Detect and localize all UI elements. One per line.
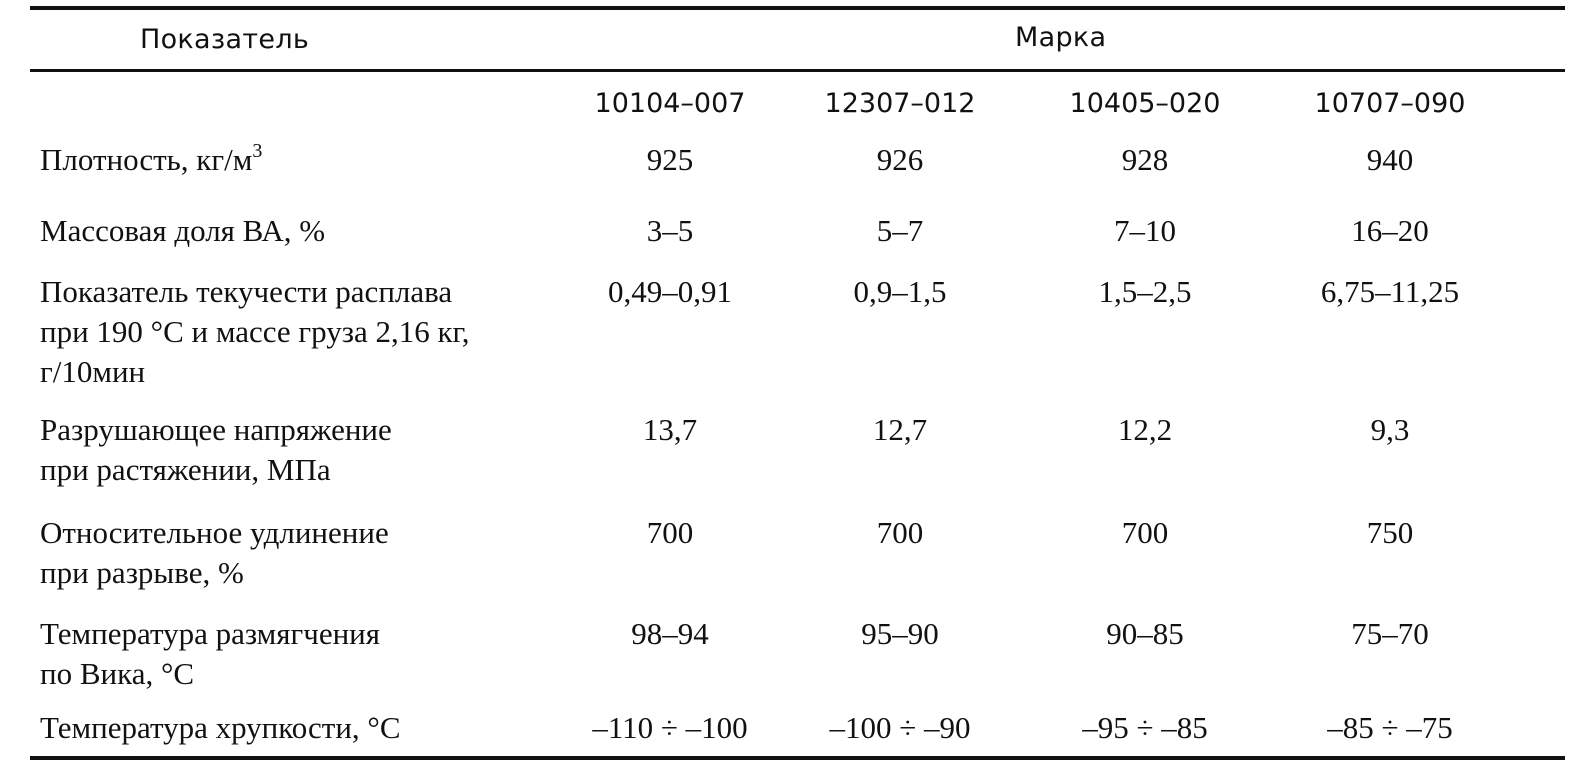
table-bottom-rule — [30, 756, 1565, 760]
table-cell: –110 ÷ –100 — [592, 710, 748, 745]
table-cell: 928 — [1121, 142, 1169, 177]
row-label-tensile-stress: Разрушающее напряжение при растяжении, М… — [40, 412, 392, 487]
table-cell: 925 — [646, 142, 694, 177]
table-cell: 3–5 — [646, 213, 694, 248]
properties-table: Показатель Марка 10104–007 12307–012 104… — [30, 6, 1565, 764]
header-parameter: Показатель — [140, 24, 310, 55]
grade-header-2: 12307–012 — [824, 88, 976, 119]
table-cell: 0,49–0,91 — [608, 274, 732, 309]
table-cell: 7–10 — [1114, 213, 1176, 248]
table-cell: –85 ÷ –75 — [1327, 710, 1453, 745]
table-cell: 1,5–2,5 — [1098, 274, 1192, 309]
row-label-va-fraction: Массовая доля ВА, % — [40, 213, 326, 248]
header-grade: Марка — [1015, 22, 1107, 53]
table-cell: 75–70 — [1351, 616, 1429, 651]
table-cell: 0,9–1,5 — [853, 274, 947, 309]
row-label-brittleness: Температура хрупкости, °С — [40, 710, 401, 745]
row-label-density-sup: 3 — [252, 140, 263, 162]
table-cell: –100 ÷ –90 — [829, 710, 971, 745]
grade-header-4: 10707–090 — [1314, 88, 1466, 119]
table-cell: 9,3 — [1370, 412, 1410, 447]
row-label-density-text: Плотность, кг/м — [40, 142, 253, 177]
row-label-melt-flow: Показатель текучести расплава при 190 °С… — [40, 274, 470, 389]
row-label-density: Плотность, кг/м3 — [40, 140, 560, 180]
table-cell: 940 — [1366, 142, 1414, 177]
table-cell: 98–94 — [631, 616, 709, 651]
table-cell: 16–20 — [1351, 213, 1429, 248]
table-cell: 95–90 — [861, 616, 939, 651]
table-cell: 926 — [876, 142, 924, 177]
table-cell: 12,7 — [872, 412, 928, 447]
table-cell: 13,7 — [642, 412, 698, 447]
table-top-rule — [30, 6, 1565, 10]
table-cell: 700 — [1121, 515, 1169, 550]
table-cell: –95 ÷ –85 — [1082, 710, 1208, 745]
table-cell: 6,75–11,25 — [1320, 274, 1460, 309]
table-cell: 700 — [646, 515, 694, 550]
grade-header-1: 10104–007 — [594, 88, 746, 119]
table-cell: 90–85 — [1106, 616, 1184, 651]
row-label-vicat: Температура размягчения по Вика, °С — [40, 616, 381, 691]
table-cell: 700 — [876, 515, 924, 550]
table-header-rule — [30, 69, 1565, 72]
grade-header-3: 10405–020 — [1069, 88, 1221, 119]
row-label-elongation: Относительное удлинение при разрыве, % — [40, 515, 389, 590]
table-cell: 750 — [1366, 515, 1414, 550]
table-cell: 12,2 — [1117, 412, 1173, 447]
table-cell: 5–7 — [876, 213, 924, 248]
